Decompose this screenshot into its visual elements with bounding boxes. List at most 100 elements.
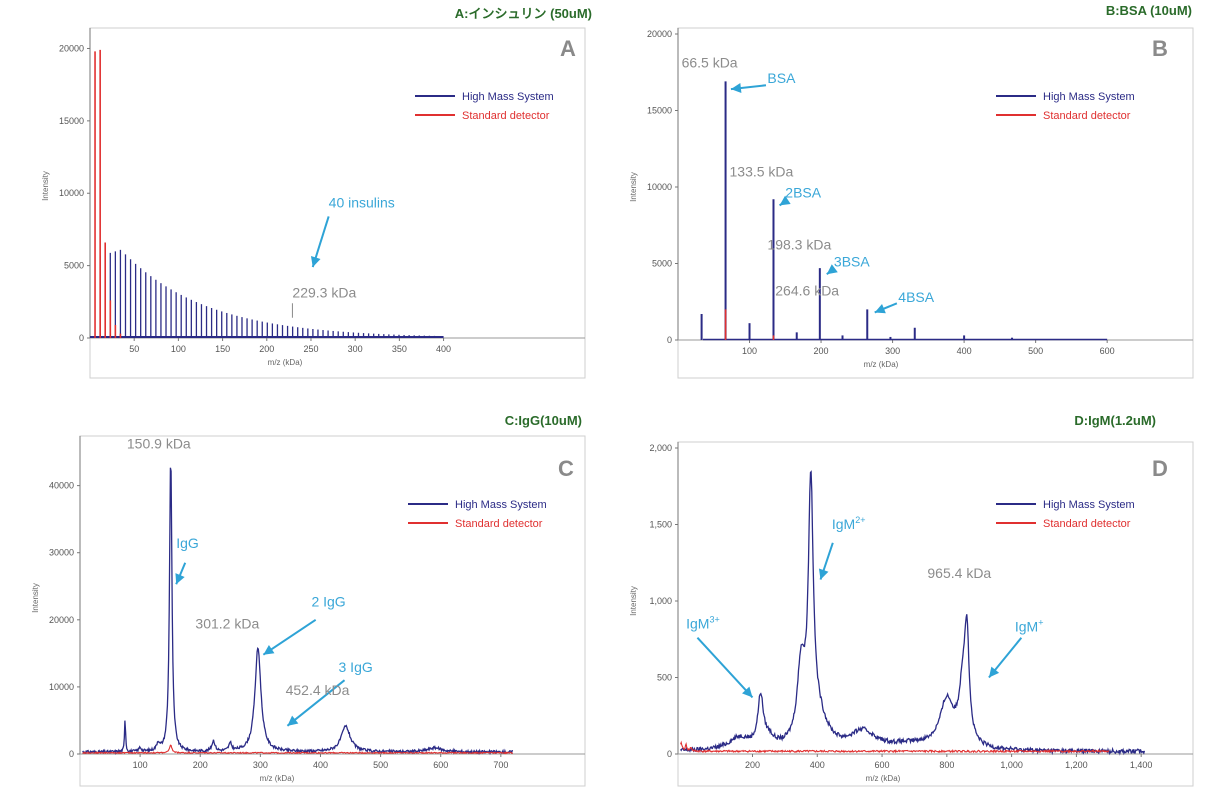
panel-letter: C xyxy=(558,456,574,481)
x-tick-label: 100 xyxy=(133,760,148,770)
x-tick-label: 400 xyxy=(436,344,451,354)
x-tick-label: 300 xyxy=(885,346,900,356)
chart-panel-b: B:BSA (10uM) 0 5000 10000 15000 20000 100 200 3… xyxy=(608,0,1208,390)
x-tick-label: 400 xyxy=(313,760,328,770)
annotation-arrow-head xyxy=(779,195,791,206)
species-label: IgM2+ xyxy=(832,515,866,532)
legend-label: High Mass System xyxy=(1043,499,1135,511)
chart-c-svg: 0 10000 20000 30000 40000 100 200 300 400 500 600 7… xyxy=(31,435,586,787)
series-standard-detector xyxy=(94,49,122,338)
y-tick-label: 30000 xyxy=(49,548,74,558)
legend: High Mass System Standard detector xyxy=(408,499,547,530)
charge-superscript: 3+ xyxy=(709,615,719,625)
y-tick-label: 1,000 xyxy=(649,596,672,606)
legend-label: Standard detector xyxy=(455,518,543,530)
plot-frame xyxy=(677,441,1194,787)
y-axis-label: Intensity xyxy=(41,171,50,201)
mass-label: 133.5 kDa xyxy=(730,163,794,179)
series-standard-detector xyxy=(82,744,513,755)
series-standard-detector xyxy=(724,309,775,340)
species-label: 2 IgG xyxy=(311,593,345,609)
panel-letter: B xyxy=(1152,36,1168,61)
y-tick-label: 5000 xyxy=(64,261,84,271)
chart-title-d: D:IgM(1.2uM) xyxy=(1074,413,1156,428)
annotation-arrow-shaft xyxy=(286,679,346,727)
annotation-arrow-head xyxy=(287,715,299,726)
y-tick-label: 15000 xyxy=(647,106,672,116)
chart-a-svg: 0 5000 10000 15000 20000 50 100 150 200 250 300 350… xyxy=(41,27,586,379)
chart-title-b: B:BSA (10uM) xyxy=(1105,3,1192,18)
x-axis-label: m/z (kDa) xyxy=(268,358,303,367)
y-axis-label: Intensity xyxy=(629,586,638,616)
mass-label: 301.2 kDa xyxy=(195,616,259,632)
spectrum-line xyxy=(680,740,1110,754)
annotation-arrow-head xyxy=(988,666,1000,678)
x-tick-label: 1,400 xyxy=(1130,760,1153,770)
legend: High Mass System Standard detector xyxy=(415,91,554,122)
spectrum-line xyxy=(82,467,513,756)
legend-label: High Mass System xyxy=(1043,91,1135,103)
x-axis-label: m/z (kDa) xyxy=(864,360,899,369)
annotation-arrow-shaft xyxy=(696,637,754,699)
x-tick-label: 500 xyxy=(1028,346,1043,356)
annotation-arrow-head xyxy=(742,686,753,698)
annotation-arrow-head xyxy=(826,264,838,275)
chart-panel-c: C:IgG(10uM) 0 10000 20000 30000 40000 100 200 3… xyxy=(10,408,600,798)
x-tick-label: 600 xyxy=(1100,346,1115,356)
x-tick-label: 300 xyxy=(348,344,363,354)
y-tick-label: 0 xyxy=(667,335,672,345)
annotation-arrow-head xyxy=(175,573,185,585)
species-label: BSA xyxy=(767,70,796,86)
species-label: 40 insulins xyxy=(329,195,395,211)
legend-label: Standard detector xyxy=(1043,110,1131,122)
chart-title-c: C:IgG(10uM) xyxy=(504,413,582,428)
y-axis-label: Intensity xyxy=(31,583,40,613)
species-label: IgG xyxy=(176,535,199,551)
panel-letter: A xyxy=(560,36,576,61)
y-tick-label: 40000 xyxy=(49,481,74,491)
species-label: 3BSA xyxy=(834,254,870,270)
x-tick-label: 250 xyxy=(303,344,318,354)
chart-panel-d: D:IgM(1.2uM) 0 500 1,000 1,500 2,000 200 400 60… xyxy=(608,408,1208,798)
chart-d-svg: 0 500 1,000 1,500 2,000 200 400 600 800 1,000 1,20… xyxy=(629,441,1194,787)
x-tick-label: 400 xyxy=(810,760,825,770)
annotation-arrow-shaft xyxy=(262,618,317,656)
x-tick-label: 100 xyxy=(171,344,186,354)
x-tick-label: 150 xyxy=(215,344,230,354)
y-axis-label: Intensity xyxy=(629,172,638,202)
panel-letter: D xyxy=(1152,456,1168,481)
y-tick-label: 5000 xyxy=(652,259,672,269)
legend: High Mass System Standard detector xyxy=(996,499,1135,530)
species-label: IgM3+ xyxy=(686,615,720,632)
x-tick-label: 600 xyxy=(875,760,890,770)
y-tick-label: 10000 xyxy=(647,182,672,192)
x-tick-label: 200 xyxy=(259,344,274,354)
species-label: IgM+ xyxy=(1015,618,1044,635)
species-label: 3 IgG xyxy=(339,659,373,675)
chart-b-svg: 0 5000 10000 15000 20000 100 200 300 400 500 600 m/… xyxy=(629,27,1194,379)
y-tick-label: 0 xyxy=(69,749,74,759)
series-high-mass-system xyxy=(680,470,1146,756)
x-axis-label: m/z (kDa) xyxy=(866,774,901,783)
x-tick-label: 400 xyxy=(957,346,972,356)
series-standard-detector xyxy=(680,740,1110,754)
mass-label: 965.4 kDa xyxy=(927,565,991,581)
x-tick-label: 200 xyxy=(814,346,829,356)
y-tick-label: 10000 xyxy=(59,188,84,198)
mass-label: 229.3 kDa xyxy=(292,284,356,300)
x-tick-label: 100 xyxy=(742,346,757,356)
charge-superscript: + xyxy=(1038,618,1043,628)
mass-label: 66.5 kDa xyxy=(682,55,738,71)
x-tick-label: 500 xyxy=(373,760,388,770)
plot-frame xyxy=(677,27,1194,379)
species-label: 4BSA xyxy=(898,289,934,305)
annotation-arrow-head xyxy=(874,304,886,314)
series-high-mass-system xyxy=(90,249,444,338)
legend: High Mass System Standard detector xyxy=(996,91,1135,122)
legend-label: Standard detector xyxy=(462,110,550,122)
mass-label: 264.6 kDa xyxy=(775,283,839,299)
x-tick-label: 600 xyxy=(433,760,448,770)
series-high-mass-system xyxy=(82,467,513,756)
y-tick-label: 0 xyxy=(667,749,672,759)
x-tick-label: 700 xyxy=(493,760,508,770)
